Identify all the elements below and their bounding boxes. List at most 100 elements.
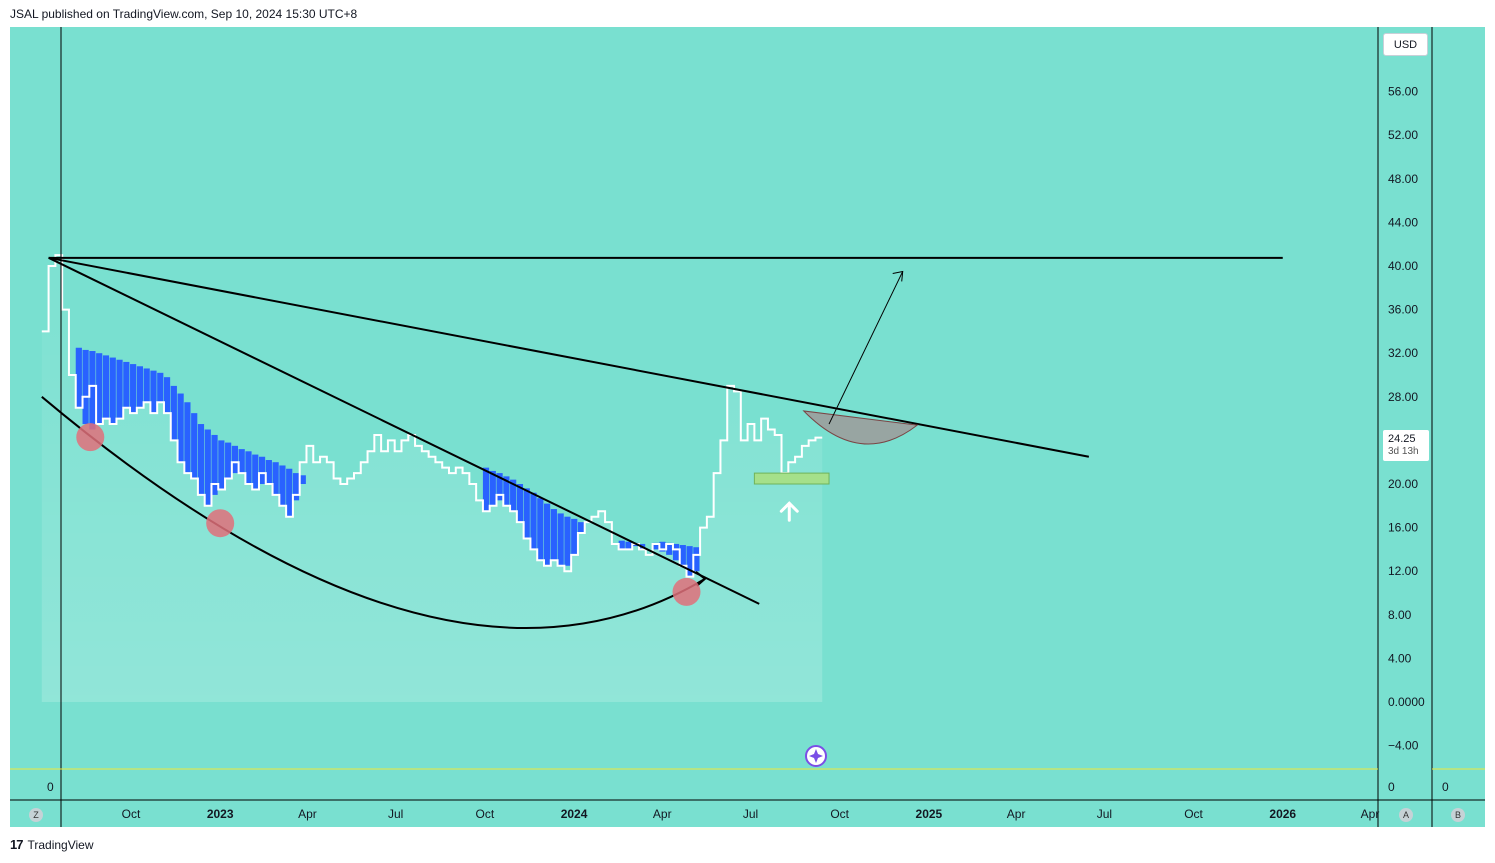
x-tick-label: Oct: [122, 807, 141, 821]
cloud-bar: [116, 359, 123, 419]
annotations-layer: [41, 256, 1283, 767]
pane-b-button[interactable]: B: [1451, 808, 1465, 822]
cloud-bar: [197, 424, 205, 495]
cloud-bar: [191, 413, 198, 479]
cloud-bar: [299, 475, 306, 484]
cloud-bar: [157, 372, 164, 403]
price-line-layer: [41, 254, 823, 578]
cloud-bar: [258, 456, 266, 484]
lower-pane-left-value: 0: [47, 780, 54, 794]
cloud-bar: [252, 454, 259, 490]
cloud-bar: [279, 465, 286, 506]
support-zone-box: [753, 472, 830, 485]
cloud-bar: [571, 518, 578, 555]
cloud-bar: [218, 440, 225, 490]
cloud-bar: [666, 542, 673, 555]
publish-header: JSAL published on TradingView.com, Sep 1…: [10, 7, 358, 21]
cloud-bar: [530, 492, 537, 550]
y-tick-label: −4.00: [1388, 739, 1419, 753]
cloud-bar: [163, 377, 171, 414]
y-tick-label: 20.00: [1388, 477, 1418, 491]
x-tick-label: Oct: [476, 807, 495, 821]
cloud-bar: [82, 349, 89, 425]
y-tick-label: 28.00: [1388, 390, 1418, 404]
cloud-bar: [659, 541, 666, 552]
area-fill-layer: [41, 255, 823, 702]
x-tick-label: Apr: [298, 807, 317, 821]
x-tick-label: Oct: [1184, 807, 1203, 821]
cloud-bar: [489, 470, 496, 506]
drawing-star-icon[interactable]: [805, 745, 827, 767]
y-tick-label: 36.00: [1388, 303, 1418, 317]
cloud-bar: [272, 462, 279, 495]
cloud-bar: [75, 347, 82, 408]
cloud-bar: [672, 543, 680, 561]
cloud-bar: [625, 541, 632, 550]
descending-trendline-long: [48, 256, 1090, 458]
cloud-bar: [693, 547, 700, 572]
cloud-bar: [238, 449, 245, 474]
zoom-reset-button[interactable]: Z: [29, 808, 43, 822]
cloud-bar: [679, 545, 686, 566]
cloud-bar: [225, 442, 232, 479]
x-tick-label: Apr: [1361, 807, 1380, 821]
cloud-bar: [537, 498, 544, 561]
cloud-bar: [102, 355, 110, 419]
axes-layer: 56.00 52.00 48.00 44.00 40.00 36.00 32.00 28.00…: [10, 27, 1485, 827]
cloud-bar: [143, 368, 150, 403]
touch-point-marker: [206, 509, 235, 538]
price-line: [41, 254, 823, 578]
cloud-bar: [618, 540, 625, 550]
cloud-bars-layer: [75, 347, 700, 577]
cloud-bar: [136, 366, 144, 408]
cloud-bar: [523, 488, 530, 539]
touch-point-marker: [672, 577, 701, 606]
x-tick-label: 2026: [1269, 807, 1296, 821]
y-tick-label: 48.00: [1388, 172, 1418, 186]
auto-scale-button[interactable]: A: [1399, 808, 1413, 822]
cloud-bar: [150, 370, 157, 414]
x-tick-label: Apr: [1007, 807, 1026, 821]
tradingview-logo-icon: 17: [10, 837, 24, 852]
cloud-bar: [577, 522, 585, 534]
cloud-bar: [544, 503, 551, 566]
y-tick-label: 32.00: [1388, 346, 1418, 360]
cloud-bar: [96, 353, 103, 425]
cloud-bar: [265, 460, 272, 484]
price-area-fill: [41, 255, 823, 702]
x-tick-label: 2025: [916, 807, 943, 821]
tradingview-brand-label: TradingView: [27, 837, 94, 852]
x-tick-label: Jul: [388, 807, 403, 821]
y-tick-label: 0.0000: [1388, 695, 1425, 709]
x-tick-label: Oct: [830, 807, 849, 821]
cloud-bar: [496, 473, 503, 501]
star-icon-glyph: [809, 749, 823, 763]
y-tick-label: 44.00: [1388, 215, 1418, 229]
x-tick-label: Jul: [743, 807, 758, 821]
y-tick-label: 52.00: [1388, 128, 1418, 142]
cloud-bar: [550, 509, 557, 561]
cloud-bar: [510, 479, 517, 512]
y-tick-label: 16.00: [1388, 521, 1418, 535]
x-tick-label: 2024: [561, 807, 588, 821]
cloud-bar: [652, 542, 659, 550]
cup-pattern-shape: [802, 410, 919, 445]
x-tick-label: Jul: [1097, 807, 1112, 821]
rounding-bottom-arc: [41, 396, 706, 630]
cloud-bar: [503, 476, 510, 506]
footer-brand: 17 TradingView: [10, 837, 94, 852]
bar-countdown: 3d 13h: [1388, 446, 1419, 457]
cloud-bar: [177, 393, 184, 463]
cloud-bar: [292, 473, 300, 501]
currency-badge[interactable]: USD: [1383, 33, 1428, 56]
x-tick-label: 2023: [207, 807, 234, 821]
y-tick-label: 4.00: [1388, 651, 1412, 665]
cloud-bar: [123, 361, 130, 408]
y-tick-label: 8.00: [1388, 608, 1412, 622]
breakout-arrowhead: [892, 270, 904, 282]
arc-arrowhead: [695, 571, 707, 587]
y-tick-label: 12.00: [1388, 564, 1418, 578]
cloud-bar: [564, 516, 571, 566]
up-arrow-icon: [779, 501, 799, 522]
